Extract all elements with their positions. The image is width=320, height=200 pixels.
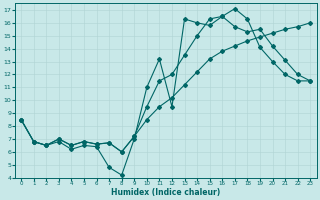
- X-axis label: Humidex (Indice chaleur): Humidex (Indice chaleur): [111, 188, 220, 197]
